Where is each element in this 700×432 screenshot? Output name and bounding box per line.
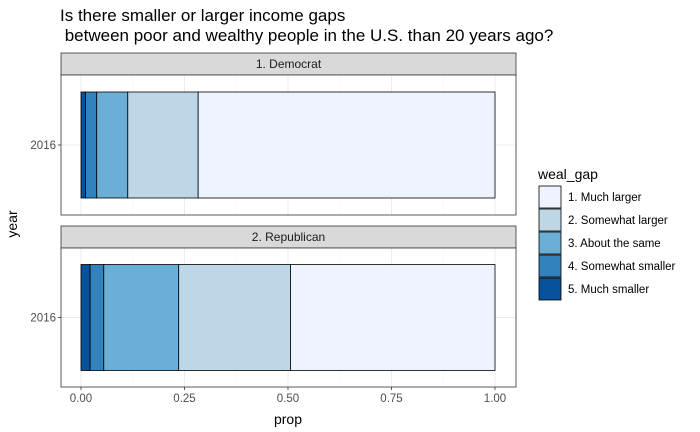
legend-label: 2. Somewhat larger: [568, 215, 668, 227]
x-tick-label: 1.00: [484, 393, 506, 405]
legend-label: 4. Somewhat smaller: [568, 261, 676, 273]
x-tick-label: 0.25: [173, 393, 195, 405]
legend-title: weal_gap: [537, 166, 598, 182]
legend-label: 5. Much smaller: [568, 284, 649, 296]
legend-key: [538, 185, 562, 209]
facet-panel: 1. Democrat 2016: [30, 52, 517, 216]
bar-segment: [80, 91, 86, 199]
facet-strip-label: 1. Democrat: [256, 57, 322, 71]
facet-strip-label: 2. Republican: [252, 230, 325, 244]
legend-key: [538, 208, 562, 232]
bar-segment: [85, 91, 98, 199]
x-axis-label: prop: [274, 411, 302, 427]
x-tick-label: 0.75: [380, 393, 402, 405]
bar-segment: [80, 264, 91, 371]
facet-panels: 1. Democrat 2016 2. Republican 2016: [30, 52, 517, 388]
y-tick-label: 2016: [30, 140, 56, 152]
bar-segment: [290, 264, 496, 371]
bar-segment: [96, 91, 129, 199]
bar-segment: [103, 264, 180, 371]
facet-panel: 2. Republican 2016: [30, 225, 517, 388]
legend-key: [538, 277, 562, 301]
x-tick-label: 0.00: [70, 393, 92, 405]
legend-key: [538, 254, 562, 278]
legend: weal_gap 1. Much larger 2. Somewhat large…: [537, 166, 676, 301]
x-tick-label: 0.50: [277, 393, 299, 405]
legend-key: [538, 231, 562, 255]
legend-label: 1. Much larger: [568, 192, 642, 204]
bar-segment: [178, 264, 291, 371]
chart-title-line-2: between poor and wealthy people in the U…: [60, 26, 553, 45]
y-tick-label: 2016: [30, 313, 56, 325]
bar-segment: [197, 91, 496, 199]
chart-title-line-1: Is there smaller or larger income gaps: [60, 6, 345, 25]
y-axis-label: year: [4, 210, 20, 238]
x-axis: 0.00 0.25 0.50 0.75 1.00: [70, 387, 506, 405]
bar-segment: [127, 91, 199, 199]
bar-segment: [89, 264, 105, 371]
legend-label: 3. About the same: [568, 238, 661, 250]
